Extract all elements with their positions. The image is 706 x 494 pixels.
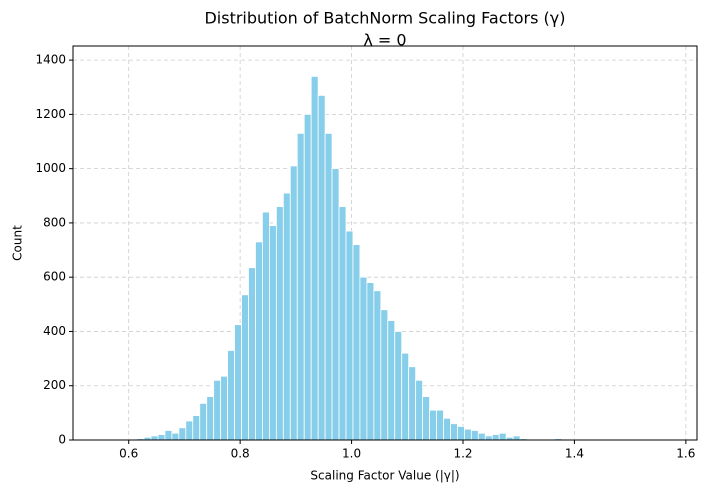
bar [296, 132, 305, 441]
chart-title: Distribution of BatchNorm Scaling Factor… [204, 9, 565, 28]
y-tick-label: 1200 [35, 107, 66, 121]
bar [477, 432, 486, 441]
bar [401, 352, 410, 441]
bar [227, 350, 235, 441]
x-tick-label: 1.2 [453, 447, 472, 461]
bar [220, 375, 229, 441]
bar [422, 396, 430, 441]
bar [255, 241, 263, 441]
bar [268, 225, 277, 441]
bar [206, 396, 215, 441]
y-tick-label: 800 [43, 215, 66, 229]
bar [262, 211, 270, 441]
bar [491, 434, 500, 441]
chart-subtitle: λ = 0 [363, 31, 406, 50]
bars [101, 75, 667, 441]
bar [387, 320, 396, 441]
bar [248, 267, 256, 441]
bar [275, 206, 284, 441]
plot-frame [72, 45, 698, 441]
bar [185, 420, 194, 441]
bar [317, 94, 326, 441]
bar [157, 434, 166, 441]
bar [352, 244, 361, 441]
bar [345, 230, 354, 441]
bar [164, 430, 173, 441]
bar [415, 379, 424, 441]
bar [213, 379, 222, 441]
bar [512, 435, 521, 441]
bar [373, 290, 382, 441]
bar [150, 435, 159, 441]
y-tick-label: 400 [43, 324, 66, 338]
bar [470, 430, 479, 441]
x-tick-label: 1.0 [342, 447, 361, 461]
bar [450, 423, 458, 441]
y-tick-label: 1400 [35, 53, 66, 67]
x-tick-label: 0.8 [231, 447, 250, 461]
bar [443, 417, 451, 441]
y-tick-label: 200 [43, 378, 66, 392]
bar [289, 165, 298, 441]
bar [324, 132, 333, 441]
x-tick-label: 0.6 [119, 447, 138, 461]
bar [429, 409, 437, 441]
bar [303, 113, 312, 441]
bar [234, 324, 242, 441]
bar [498, 432, 507, 441]
bar [331, 168, 340, 441]
bar [457, 426, 465, 441]
bar [171, 432, 180, 441]
bar [310, 75, 319, 441]
y-axis-label: Count [11, 225, 25, 261]
bar [359, 276, 368, 441]
bar [282, 192, 291, 441]
x-tick-label: 1.6 [676, 447, 695, 461]
x-axis-label: Scaling Factor Value (|γ|) [310, 469, 459, 483]
bar [241, 294, 249, 441]
bar [484, 435, 493, 441]
bar [408, 366, 417, 441]
bar [394, 331, 403, 441]
bar [380, 309, 389, 441]
bar [178, 427, 187, 441]
bar [436, 409, 444, 441]
bar [338, 206, 347, 441]
y-tick-label: 0 [58, 433, 66, 447]
bar [463, 428, 472, 441]
bar [199, 402, 208, 441]
y-tick-label: 1000 [35, 161, 66, 175]
bar [366, 282, 375, 441]
bar [192, 415, 201, 441]
x-tick-label: 1.4 [565, 447, 584, 461]
y-tick-label: 600 [43, 270, 66, 284]
